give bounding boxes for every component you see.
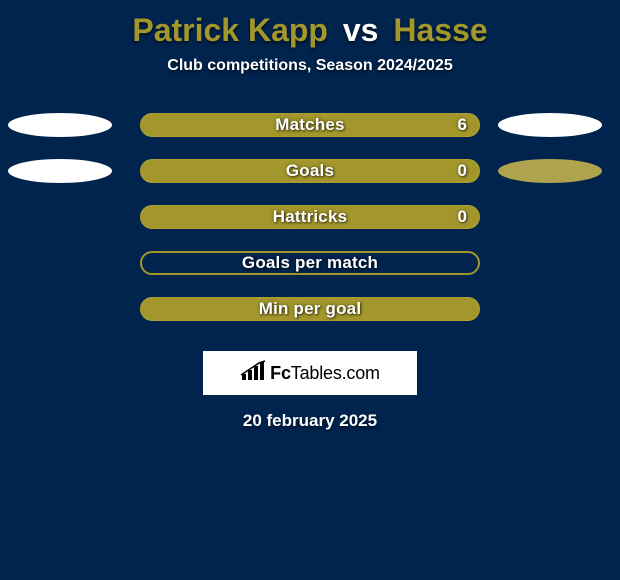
stat-bar: Matches 6 xyxy=(140,113,480,137)
player2-marker xyxy=(498,113,602,137)
stat-bar: Min per goal xyxy=(140,297,480,321)
stat-label: Matches xyxy=(275,115,344,135)
player1-name: Patrick Kapp xyxy=(132,12,328,48)
comparison-container: Patrick Kapp vs Hasse Club competitions,… xyxy=(0,0,620,431)
subtitle: Club competitions, Season 2024/2025 xyxy=(0,57,620,75)
stat-value: 0 xyxy=(458,207,467,227)
stat-value: 6 xyxy=(458,115,467,135)
snapshot-date: 20 february 2025 xyxy=(0,411,620,431)
stat-rows: Matches 6 Goals 0 Hattricks 0 Goals per match M… xyxy=(0,113,620,321)
bar-chart-icon xyxy=(240,360,268,387)
stat-value: 0 xyxy=(458,161,467,181)
stat-label: Min per goal xyxy=(259,299,362,319)
brand-prefix: Fc xyxy=(270,363,291,383)
stat-row: Min per goal xyxy=(0,297,620,321)
page-title: Patrick Kapp vs Hasse xyxy=(0,12,620,49)
stat-bar: Goals per match xyxy=(140,251,480,275)
stat-row: Goals 0 xyxy=(0,159,620,183)
brand-text: FcTables.com xyxy=(270,363,380,384)
brand-logo[interactable]: FcTables.com xyxy=(203,351,417,395)
player2-name: Hasse xyxy=(393,12,487,48)
vs-separator: vs xyxy=(343,12,379,48)
player1-marker xyxy=(8,159,112,183)
stat-bar: Hattricks 0 xyxy=(140,205,480,229)
stat-row: Matches 6 xyxy=(0,113,620,137)
brand-suffix: Tables.com xyxy=(291,363,380,383)
stat-label: Hattricks xyxy=(273,207,348,227)
stat-bar: Goals 0 xyxy=(140,159,480,183)
stat-label: Goals xyxy=(286,161,334,181)
player2-marker xyxy=(498,159,602,183)
player1-marker xyxy=(8,113,112,137)
stat-row: Hattricks 0 xyxy=(0,205,620,229)
stat-label: Goals per match xyxy=(242,253,378,273)
stat-row: Goals per match xyxy=(0,251,620,275)
